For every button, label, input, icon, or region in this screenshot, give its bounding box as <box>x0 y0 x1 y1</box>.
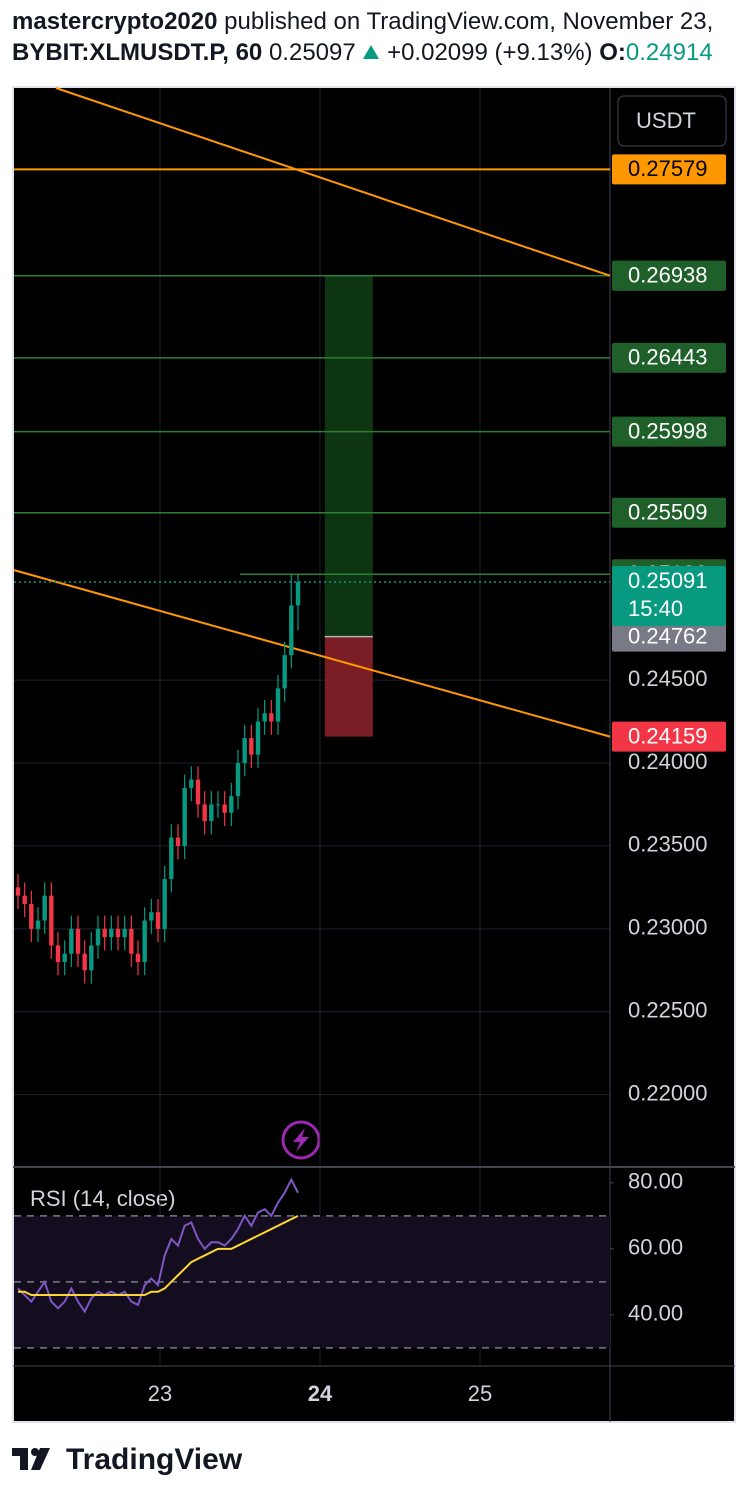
candle-body <box>215 804 221 806</box>
y-tick-label: 60.00 <box>628 1235 683 1260</box>
price-tag <box>612 721 726 752</box>
price-tag <box>612 154 726 185</box>
candle-body <box>122 928 127 938</box>
candle-body <box>135 953 141 963</box>
symbol: BYBIT:XLMUSDT.P, 60 <box>12 39 263 66</box>
candle-body <box>209 804 214 822</box>
candle-body <box>295 582 301 606</box>
candle-body <box>262 713 267 722</box>
position-profit <box>324 275 373 637</box>
last: 0.25097 <box>268 39 356 66</box>
price-tag <box>612 260 726 291</box>
candle-body <box>42 895 47 921</box>
candle-body <box>149 912 154 921</box>
up-arrow <box>363 45 380 59</box>
candle-body <box>155 912 161 929</box>
candle-body <box>15 887 21 896</box>
countdown: 15:40 <box>628 596 683 621</box>
y-tick-label: 0.24500 <box>628 666 708 691</box>
y-tick-label: 0.22000 <box>628 1080 708 1105</box>
candle-body <box>62 953 67 963</box>
y-tick-label: 0.23500 <box>628 832 708 857</box>
candle-body <box>289 605 294 656</box>
candle-body <box>109 928 114 938</box>
y-tick-label: 0.24000 <box>628 749 708 774</box>
candle-body <box>142 920 147 963</box>
candle-body <box>189 779 194 788</box>
y-tick-label: 0.23000 <box>628 915 708 940</box>
open-label: O: <box>599 39 626 66</box>
candle-body <box>55 945 61 963</box>
candle-body <box>182 787 187 846</box>
published: published on TradingView.com, November 2… <box>217 8 714 35</box>
candle-body <box>82 953 87 971</box>
candle-body <box>195 779 201 805</box>
candle-body <box>129 928 134 954</box>
candle-body <box>162 879 167 929</box>
price-tag-label: 0.26938 <box>628 263 708 288</box>
header-line: mastercrypto2020 published on TradingVie… <box>12 6 748 37</box>
candle-body <box>229 796 234 813</box>
candle-body <box>269 713 274 722</box>
footer-logo <box>12 1448 50 1470</box>
open: 0.24914 <box>625 39 713 66</box>
lightning-icon <box>281 1120 321 1160</box>
candle-body <box>222 804 227 813</box>
candle-body <box>95 928 101 946</box>
candle-body <box>235 762 241 797</box>
header: mastercrypto2020 published on TradingVie… <box>12 6 748 68</box>
candle-body <box>249 738 254 755</box>
footer-brand: TradingView <box>66 1443 243 1476</box>
candle-body <box>75 928 81 954</box>
candle-body <box>69 928 74 954</box>
price-tag <box>612 621 726 652</box>
price-tag-label: 0.27579 <box>628 156 708 181</box>
price-tag <box>612 416 726 447</box>
price-tag-label: 0.24159 <box>628 723 708 748</box>
price-tag-label: 0.24762 <box>628 623 708 648</box>
x-tick-label: 23 <box>148 1381 172 1406</box>
candle-body <box>282 655 287 689</box>
candle-body <box>255 721 261 755</box>
candle-body <box>115 928 121 938</box>
candle-body <box>102 928 107 938</box>
price-tag-label: 0.25998 <box>628 418 708 443</box>
price-tag <box>612 497 726 528</box>
currency-label: USDT <box>636 108 696 133</box>
x-tick-label: 24 <box>308 1381 333 1406</box>
candle-body <box>29 903 34 929</box>
candle-body <box>242 738 247 763</box>
x-tick-label: 25 <box>468 1381 492 1406</box>
candle-body <box>35 920 41 929</box>
rsi-band <box>14 1215 610 1348</box>
header-line: BYBIT:XLMUSDT.P, 60 0.25097 +0.02099 (+9… <box>12 37 748 68</box>
candle-body <box>49 895 54 946</box>
position-loss <box>324 636 373 737</box>
chart-frame <box>12 86 736 1423</box>
y-tick-label: 0.22500 <box>628 998 708 1023</box>
y-tick-label: 40.00 <box>628 1301 683 1326</box>
price-tag-label: 0.26443 <box>628 345 708 370</box>
candle-body <box>22 895 27 904</box>
candle-body <box>169 837 174 880</box>
last-price-tag-label: 0.25091 <box>628 568 708 593</box>
price-tag-label: 0.25509 <box>628 500 708 525</box>
currency-button[interactable] <box>617 95 727 147</box>
trendline <box>55 87 611 277</box>
rsi-line <box>18 1214 299 1297</box>
author: mastercrypto2020 <box>12 8 218 35</box>
rsi-title: RSI (14, close) <box>30 1186 176 1211</box>
candle-body <box>175 837 181 846</box>
trendline <box>13 569 611 738</box>
candle-body <box>275 688 281 722</box>
candle-body <box>89 945 94 971</box>
y-tick-label: 80.00 <box>628 1169 683 1194</box>
last-price-tag <box>612 566 726 627</box>
candle-body <box>202 804 207 822</box>
price-tag <box>612 342 726 373</box>
rsi-line <box>17 1177 299 1314</box>
change: +0.02099 (+9.13%) <box>387 39 593 66</box>
